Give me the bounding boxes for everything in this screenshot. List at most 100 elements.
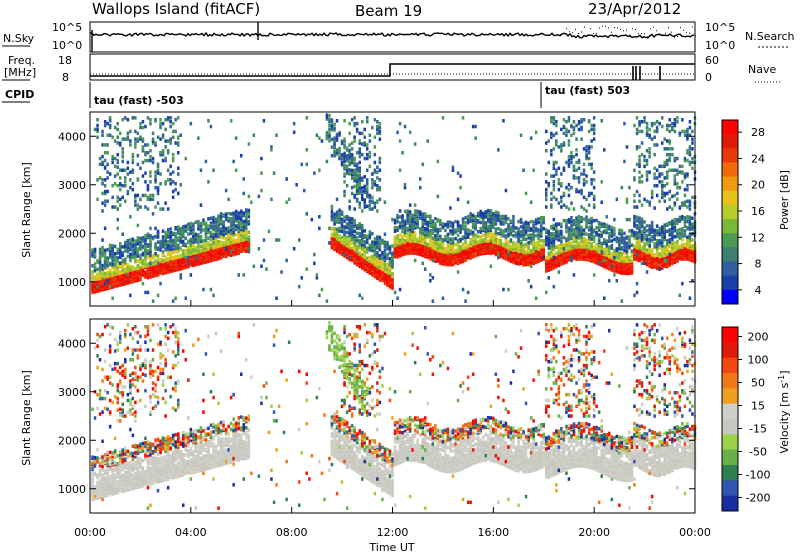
heatmap-cell (343, 180, 346, 184)
heatmap-cell (507, 223, 510, 227)
heatmap-cell (350, 160, 354, 165)
heatmap-cell (113, 156, 117, 161)
heatmap-cell (340, 139, 344, 144)
heatmap-cell (169, 238, 172, 242)
heatmap-cell (534, 226, 538, 231)
heatmap-cell (161, 133, 165, 137)
heatmap-cell (618, 246, 621, 251)
heatmap-cell (534, 234, 538, 238)
heatmap-cell (580, 120, 583, 124)
heatmap-cell (529, 236, 533, 241)
heatmap-cell (338, 214, 341, 219)
heatmap-cell (550, 235, 553, 240)
heatmap-cell (330, 226, 334, 230)
heatmap-cell (101, 178, 104, 182)
heatmap-cell (350, 224, 354, 228)
heatmap-cell (610, 246, 614, 250)
heatmap-cell (381, 266, 384, 270)
heatmap-cell (560, 172, 563, 176)
heatmap-cell (552, 116, 556, 120)
heatmap-cell (161, 258, 165, 262)
heatmap-cell (376, 241, 379, 245)
heatmap-cell (272, 171, 276, 175)
heatmap-cell (134, 267, 137, 271)
nsearch-label: N.Search (745, 30, 795, 43)
heatmap-cell (338, 148, 341, 153)
heatmap-cell (229, 119, 233, 123)
heatmap-cell (608, 267, 611, 271)
heatmap-cell (345, 235, 349, 239)
heatmap-cell (497, 240, 500, 244)
heatmap-cell (575, 253, 578, 258)
heatmap-cell (577, 234, 581, 238)
heatmap-cell (292, 121, 296, 126)
heatmap-cell (129, 267, 132, 271)
heatmap-cell (421, 219, 424, 224)
heatmap-cell (345, 158, 349, 162)
heatmap-cell (474, 217, 477, 221)
heatmap-cell (129, 252, 132, 257)
heatmap-cell (353, 224, 356, 229)
heatmap-cell (232, 214, 235, 218)
heatmap-cell (144, 240, 147, 244)
heatmap-cell (141, 251, 145, 256)
heatmap-cell (441, 259, 445, 264)
heatmap-cell (353, 237, 356, 241)
heatmap-cell (348, 160, 351, 164)
heatmap-cell (456, 238, 460, 243)
heatmap-cell (618, 228, 621, 232)
heatmap-cell (592, 116, 596, 120)
heatmap-cell (600, 234, 603, 238)
heatmap-cell (333, 218, 336, 222)
heatmap-cell (555, 227, 558, 231)
heatmap-cell (149, 149, 152, 153)
heatmap-cell (555, 142, 558, 146)
heatmap-cell (547, 251, 550, 255)
heatmap-cell (101, 160, 104, 165)
heatmap-cell (560, 261, 563, 265)
heatmap-cell (474, 226, 477, 230)
heatmap-cell (141, 259, 145, 263)
heatmap-cell (396, 234, 399, 238)
heatmap-cell (376, 200, 379, 204)
heatmap-cell (585, 149, 588, 153)
heatmap-cell (550, 174, 553, 178)
heatmap-cell (174, 296, 177, 300)
heatmap-cell (189, 221, 193, 226)
heatmap-cell (355, 185, 359, 190)
heatmap-cell (519, 133, 523, 137)
heatmap-cell (605, 215, 608, 219)
heatmap-cell (350, 141, 354, 145)
heatmap-cell (580, 218, 583, 222)
heatmap-cell (582, 183, 586, 187)
heatmap-cell (461, 227, 465, 231)
heatmap-cell (345, 148, 349, 152)
heatmap-cell (169, 254, 172, 258)
heatmap-cell (131, 152, 135, 157)
heatmap-cell (358, 181, 361, 186)
heatmap-cell (363, 188, 366, 193)
heatmap-cell (487, 209, 490, 213)
heatmap-cell (376, 209, 379, 213)
heatmap-cell (461, 217, 465, 221)
heatmap-cell (371, 195, 374, 200)
heatmap-cell (411, 229, 414, 234)
heatmap-cell (388, 270, 392, 274)
heatmap-cell (590, 242, 593, 246)
heatmap-cell (240, 153, 243, 158)
heatmap-cell (101, 238, 104, 242)
heatmap-cell (570, 201, 573, 205)
heatmap-cell (570, 233, 573, 237)
heatmap-cell (224, 226, 228, 231)
heatmap-cell (562, 168, 566, 172)
heatmap-cell (108, 271, 112, 275)
heatmap-cell (484, 210, 487, 214)
heatmap-cell (343, 144, 346, 148)
heatmap-cell (484, 229, 487, 234)
heatmap-cell (129, 264, 132, 269)
heatmap-cell (550, 232, 553, 236)
nsearch-tick-bottom: 10^0 (705, 39, 735, 52)
heatmap-cell (187, 222, 190, 227)
heatmap-cell (575, 187, 578, 192)
heatmap-cell (545, 240, 548, 244)
